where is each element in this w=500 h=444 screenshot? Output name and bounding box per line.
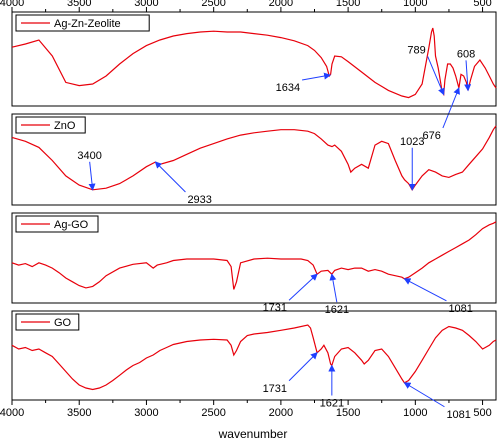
spectrum-line [11,125,497,191]
x-tick-label-top: 1500 [336,0,360,9]
x-tick-label-top: 2500 [201,0,225,9]
panel-frame [11,310,497,401]
annotation-label: 1634 [276,82,300,94]
legend-label: Ag-Zn-Zeolite [54,18,121,30]
x-tick-label-top: 2000 [269,0,293,9]
legend-box [15,215,99,233]
annotation-arrow [464,60,472,92]
x-axis: 4000 3500 3000 2500 2000 1500 1000 500 [0,400,492,419]
x-tick-label: 2500 [201,407,225,419]
annotation-arrow [288,273,318,301]
annotation-label: 789 [407,44,425,56]
annotation-label: 1023 [400,136,424,148]
x-tick-label: 500 [473,407,491,419]
annotation-label: 1081 [446,409,470,421]
x-tick-label: 3000 [134,407,158,419]
panel-frame [11,113,497,206]
x-tick-label-top: 3500 [67,0,91,9]
spectrum-line [11,324,497,391]
annotation-arrow [403,382,445,408]
annotation-arrow [288,352,318,382]
annotation-arrow [427,56,445,96]
annotation-arrow [302,72,332,81]
annotation-arrow [403,278,447,302]
spectrum-line [11,27,497,99]
x-axis-top: 4000 3500 3000 2500 2000 1500 1000 500 [0,0,492,12]
x-axis-label: wavenumber [218,427,288,441]
annotation-label: 1621 [325,304,349,316]
panel-frame [11,212,497,304]
x-tick-label: 2000 [269,407,293,419]
panel-ag-go: Ag-GO 1731 1621 1081 [11,212,497,316]
panel-ag-zn-zeolite: Ag-Zn-Zeolite 1634 789 676 608 [11,11,497,142]
legend-box [15,116,86,134]
annotation-arrow [88,161,96,191]
panel-zno: ZnO 3400 2933 1023 [11,113,497,206]
annotation-label: 1621 [320,398,344,410]
chart-panels: Ag-Zn-Zeolite 1634 789 676 608 ZnO 3400 2933 102… [11,11,497,421]
legend-label: Ag-GO [54,219,89,231]
x-tick-label: 1500 [336,407,360,419]
annotation-label: 1731 [263,302,287,314]
annotation-label: 608 [457,48,475,60]
x-tick-label: 3500 [67,407,91,419]
panel-frame [11,11,497,107]
annotation-arrow [329,273,338,303]
annotation-label: 1731 [263,383,287,395]
legend-label: ZnO [54,120,76,132]
x-tick-label-top: 500 [473,0,491,9]
x-tick-label: 1000 [403,407,427,419]
annotation-label: 2933 [187,194,211,206]
annotation-label: 3400 [77,150,101,162]
annotation-arrow [154,161,186,193]
annotation-label: 1081 [448,303,472,315]
spectrum-line [11,221,497,290]
annotation-label: 676 [423,130,441,142]
panel-go: GO 1731 1621 1081 [11,310,497,421]
x-tick-label-top: 4000 [0,0,24,9]
x-tick-label: 4000 [0,407,24,419]
legend-box [15,14,150,32]
x-tick-label-top: 1000 [403,0,427,9]
x-tick-label-top: 3000 [134,0,158,9]
annotation-arrow [442,87,460,129]
legend-label: GO [54,317,72,329]
